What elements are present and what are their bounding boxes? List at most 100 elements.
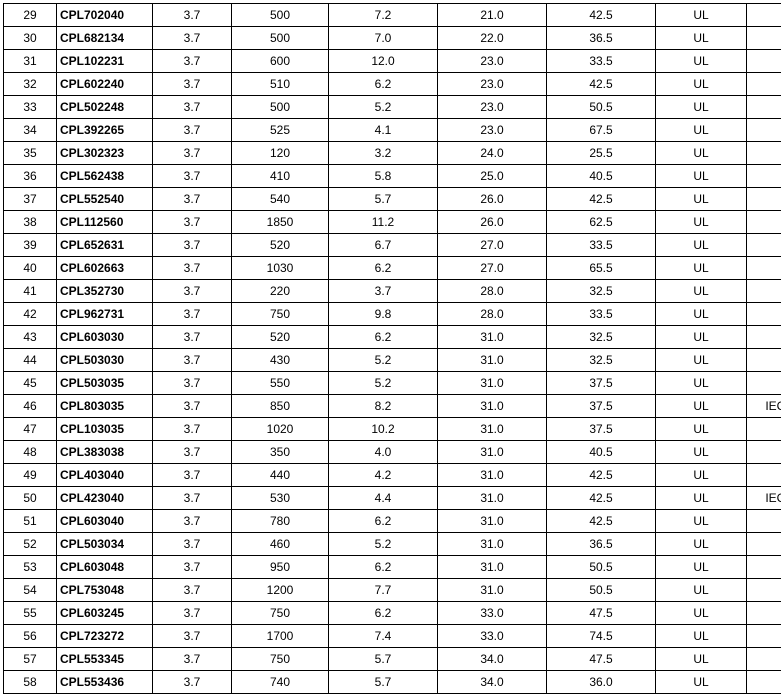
cell-a: 1020 — [232, 418, 329, 441]
cell-v: 3.7 — [153, 349, 232, 372]
cell-d: 33.5 — [547, 303, 656, 326]
cell-a: 740 — [232, 671, 329, 694]
cell-b: 4.1 — [329, 119, 438, 142]
cell-std — [747, 648, 781, 671]
cell-b: 6.2 — [329, 510, 438, 533]
cell-d: 33.5 — [547, 50, 656, 73]
table-row: 42CPL9627313.77509.828.033.5UL — [4, 303, 781, 326]
table-row: 38CPL1125603.7185011.226.062.5UL — [4, 211, 781, 234]
cell-a: 500 — [232, 27, 329, 50]
cell-v: 3.7 — [153, 73, 232, 96]
cell-code: CPL603040 — [57, 510, 153, 533]
cell-std: IEC62133 — [747, 395, 781, 418]
cell-idx: 48 — [4, 441, 57, 464]
cell-b: 5.2 — [329, 372, 438, 395]
cell-idx: 42 — [4, 303, 57, 326]
cell-d: 36.0 — [547, 671, 656, 694]
cell-code: CPL112560 — [57, 211, 153, 234]
cell-c: 23.0 — [438, 50, 547, 73]
cell-v: 3.7 — [153, 510, 232, 533]
cell-idx: 49 — [4, 464, 57, 487]
table-row: 35CPL3023233.71203.224.025.5UL — [4, 142, 781, 165]
cell-v: 3.7 — [153, 372, 232, 395]
cell-code: CPL553345 — [57, 648, 153, 671]
cell-a: 750 — [232, 303, 329, 326]
cell-std — [747, 142, 781, 165]
cell-std — [747, 27, 781, 50]
cell-std — [747, 280, 781, 303]
cell-std — [747, 96, 781, 119]
cell-a: 780 — [232, 510, 329, 533]
cell-code: CPL602663 — [57, 257, 153, 280]
cell-d: 37.5 — [547, 372, 656, 395]
cell-v: 3.7 — [153, 487, 232, 510]
cell-ul: UL — [656, 556, 747, 579]
cell-code: CPL682134 — [57, 27, 153, 50]
cell-code: CPL753048 — [57, 579, 153, 602]
cell-d: 47.5 — [547, 648, 656, 671]
table-row: 40CPL6026633.710306.227.065.5UL — [4, 257, 781, 280]
cell-std — [747, 464, 781, 487]
cell-std — [747, 579, 781, 602]
cell-std — [747, 671, 781, 694]
cell-b: 4.2 — [329, 464, 438, 487]
cell-ul: UL — [656, 648, 747, 671]
cell-v: 3.7 — [153, 533, 232, 556]
cell-idx: 46 — [4, 395, 57, 418]
cell-code: CPL403040 — [57, 464, 153, 487]
cell-v: 3.7 — [153, 395, 232, 418]
cell-a: 600 — [232, 50, 329, 73]
cell-a: 510 — [232, 73, 329, 96]
cell-std — [747, 50, 781, 73]
cell-std — [747, 303, 781, 326]
cell-b: 12.0 — [329, 50, 438, 73]
cell-std — [747, 556, 781, 579]
cell-code: CPL302323 — [57, 142, 153, 165]
cell-a: 1200 — [232, 579, 329, 602]
cell-b: 6.2 — [329, 257, 438, 280]
table-row: 34CPL3922653.75254.123.067.5UL — [4, 119, 781, 142]
cell-ul: UL — [656, 533, 747, 556]
cell-c: 27.0 — [438, 257, 547, 280]
cell-v: 3.7 — [153, 50, 232, 73]
cell-std — [747, 234, 781, 257]
cell-ul: UL — [656, 326, 747, 349]
cell-std — [747, 510, 781, 533]
cell-c: 23.0 — [438, 73, 547, 96]
table-row: 32CPL6022403.75106.223.042.5UL — [4, 73, 781, 96]
cell-c: 22.0 — [438, 27, 547, 50]
cell-ul: UL — [656, 4, 747, 27]
cell-b: 6.2 — [329, 556, 438, 579]
cell-ul: UL — [656, 625, 747, 648]
cell-b: 7.4 — [329, 625, 438, 648]
cell-ul: UL — [656, 487, 747, 510]
table-row: 48CPL3830383.73504.031.040.5UL — [4, 441, 781, 464]
cell-ul: UL — [656, 464, 747, 487]
cell-code: CPL602240 — [57, 73, 153, 96]
cell-idx: 35 — [4, 142, 57, 165]
cell-idx: 40 — [4, 257, 57, 280]
cell-idx: 54 — [4, 579, 57, 602]
cell-c: 31.0 — [438, 510, 547, 533]
cell-c: 31.0 — [438, 556, 547, 579]
cell-a: 950 — [232, 556, 329, 579]
cell-v: 3.7 — [153, 211, 232, 234]
cell-a: 430 — [232, 349, 329, 372]
cell-b: 5.2 — [329, 96, 438, 119]
table-row: 33CPL5022483.75005.223.050.5UL — [4, 96, 781, 119]
cell-v: 3.7 — [153, 441, 232, 464]
cell-std — [747, 441, 781, 464]
cell-d: 50.5 — [547, 556, 656, 579]
cell-ul: UL — [656, 349, 747, 372]
cell-idx: 45 — [4, 372, 57, 395]
table-row: 51CPL6030403.77806.231.042.5UL — [4, 510, 781, 533]
cell-idx: 34 — [4, 119, 57, 142]
table-row: 37CPL5525403.75405.726.042.5UL — [4, 188, 781, 211]
table-row: 58CPL5534363.77405.734.036.0UL — [4, 671, 781, 694]
cell-d: 33.5 — [547, 234, 656, 257]
cell-b: 5.7 — [329, 671, 438, 694]
cell-code: CPL392265 — [57, 119, 153, 142]
cell-c: 31.0 — [438, 395, 547, 418]
cell-b: 10.2 — [329, 418, 438, 441]
cell-a: 850 — [232, 395, 329, 418]
